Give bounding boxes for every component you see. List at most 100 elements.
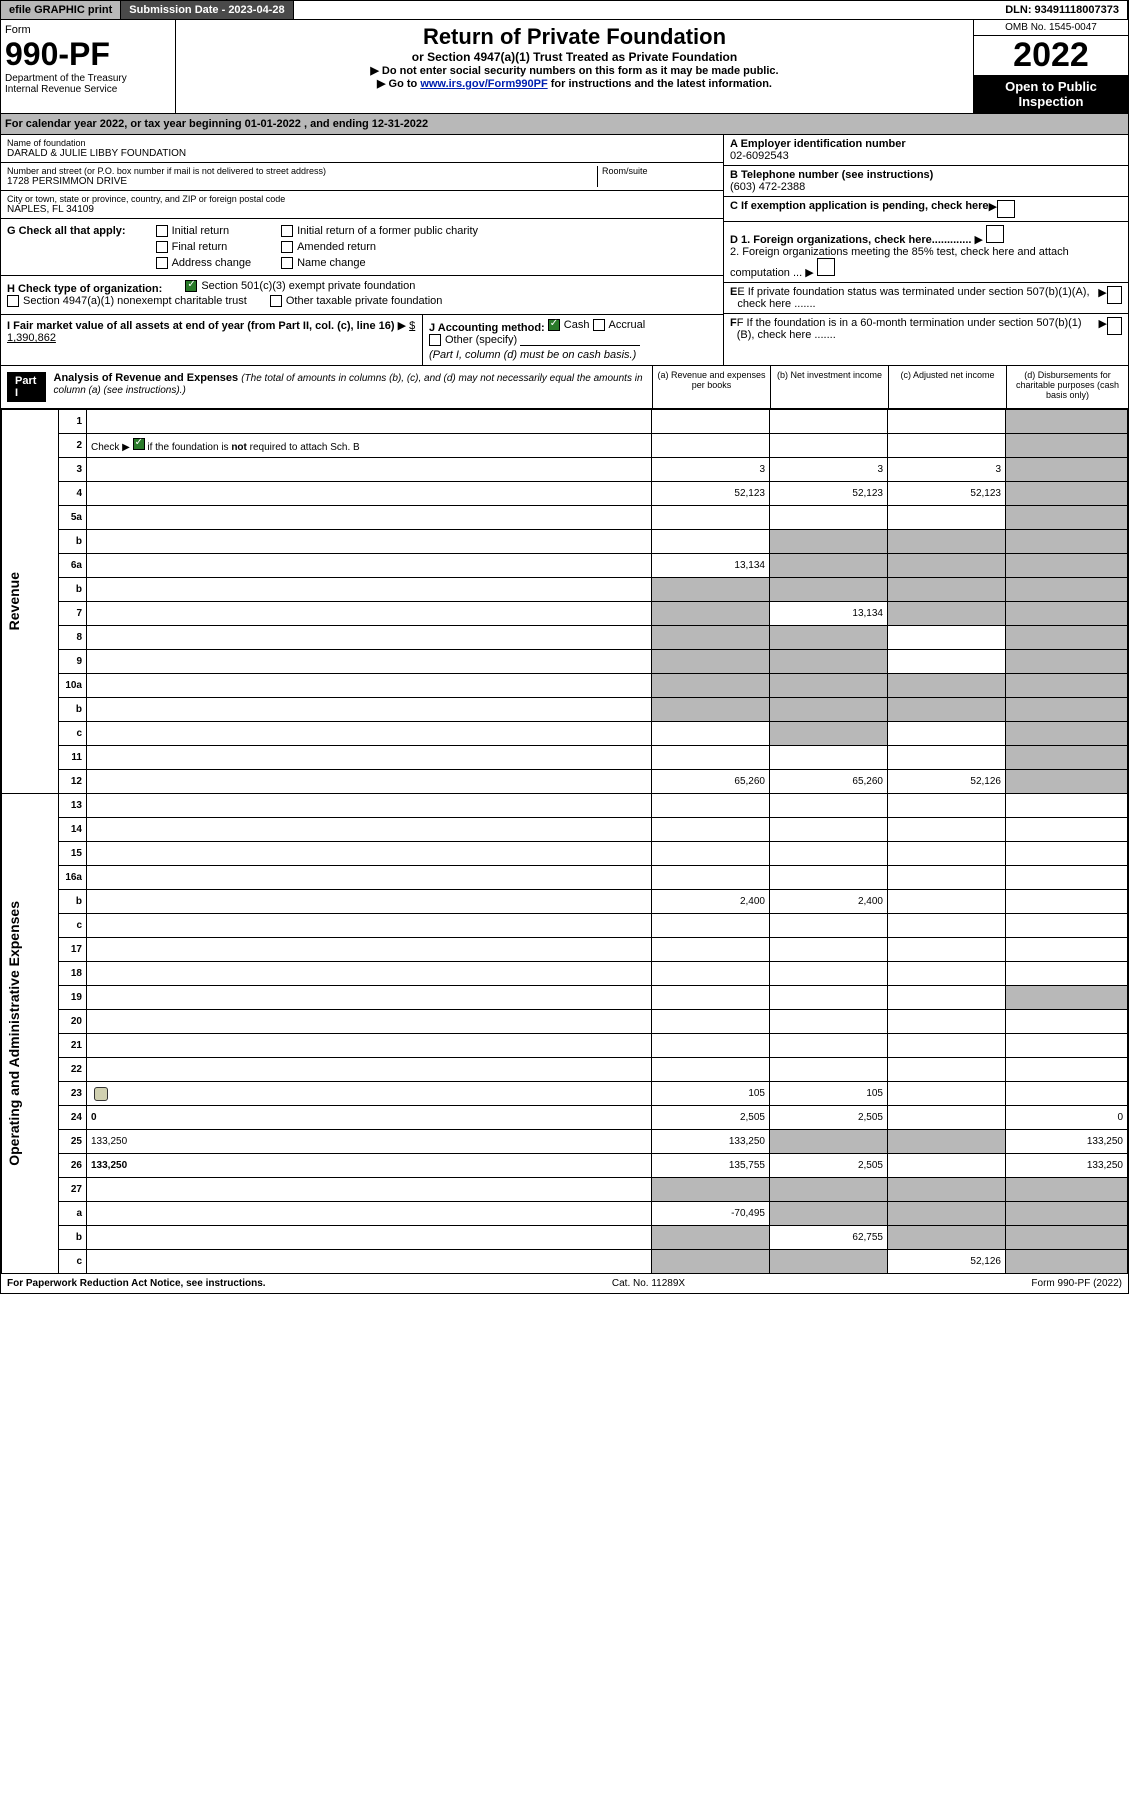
cell-value [1006,506,1128,530]
cell-value [888,1010,1006,1034]
cell-value [770,818,888,842]
line-description [87,1250,652,1274]
table-row: b2,4002,400 [2,890,1128,914]
line-number: 16a [59,866,87,890]
chk-cash[interactable]: Cash [548,319,590,331]
cell-value [770,746,888,770]
chk-4947[interactable]: Section 4947(a)(1) nonexempt charitable … [7,295,247,307]
line-description [87,770,652,794]
cell-value [888,626,1006,650]
form-title: Return of Private Foundation [180,24,969,50]
chk-other-taxable[interactable]: Other taxable private foundation [270,295,443,307]
tax-year: 2022 [974,36,1128,75]
identification-grid: Name of foundation DARALD & JULIE LIBBY … [1,135,1128,366]
chk-foreign-org[interactable] [986,225,1004,243]
cell-value [888,1106,1006,1130]
table-row: b [2,698,1128,722]
chk-address-change[interactable]: Address change [156,257,252,269]
cell-value: 3 [770,458,888,482]
title-box: Return of Private Foundation or Section … [176,20,973,113]
line-number: b [59,578,87,602]
cell-value [1006,482,1128,506]
efile-label[interactable]: efile GRAPHIC print [1,1,121,19]
cell-value [1006,866,1128,890]
cell-value: 3 [888,458,1006,482]
cell-value: 133,250 [652,1130,770,1154]
cell-value [888,890,1006,914]
cell-value [888,746,1006,770]
section-j: J Accounting method: Cash Accrual Other … [423,315,723,365]
cell-value [888,1202,1006,1226]
cell-value: 52,126 [888,1250,1006,1274]
cell-value [770,722,888,746]
line-number: c [59,1250,87,1274]
cell-value [888,530,1006,554]
part1-desc: Part I Analysis of Revenue and Expenses … [1,366,652,408]
submission-date: Submission Date - 2023-04-28 [121,1,293,19]
chk-initial-return[interactable]: Initial return [156,225,252,237]
cell-value [1006,962,1128,986]
cell-value [770,914,888,938]
cell-value [770,410,888,434]
cell-value [652,1178,770,1202]
table-row: c [2,722,1128,746]
ident-right: A Employer identification number 02-6092… [723,135,1128,365]
cell-value [770,506,888,530]
chk-exemption-pending[interactable] [997,200,1015,218]
chk-other-method[interactable]: Other (specify) [429,334,517,346]
table-row: 15 [2,842,1128,866]
chk-60month[interactable] [1107,317,1122,335]
city-cell: City or town, state or province, country… [1,191,723,219]
line-number: a [59,1202,87,1226]
ssn-warning: ▶ Do not enter social security numbers o… [180,64,969,77]
cell-value: 52,123 [770,482,888,506]
cell-value [652,1250,770,1274]
cell-value [888,506,1006,530]
chk-sch-b[interactable] [133,438,145,450]
cell-value [770,794,888,818]
line-number: 26 [59,1154,87,1178]
attachment-icon[interactable] [94,1087,108,1101]
chk-accrual[interactable]: Accrual [593,319,646,331]
line-description [87,866,652,890]
table-row: 26133,250135,7552,505133,250 [2,1154,1128,1178]
table-row: 10a [2,674,1128,698]
cell-value [770,698,888,722]
cell-value: 133,250 [1006,1130,1128,1154]
chk-initial-former[interactable]: Initial return of a former public charit… [281,225,478,237]
goto-instruction: ▶ Go to www.irs.gov/Form990PF for instru… [180,77,969,90]
cell-value [1006,794,1128,818]
cat-no: Cat. No. 11289X [612,1278,685,1289]
cell-value [1006,410,1128,434]
cell-value [888,698,1006,722]
chk-terminated[interactable] [1107,286,1122,304]
irs-link[interactable]: www.irs.gov/Form990PF [420,78,547,90]
chk-final-return[interactable]: Final return [156,241,252,253]
form-label: Form [5,24,171,36]
cell-value [1006,458,1128,482]
cell-value: 3 [652,458,770,482]
chk-85pct[interactable] [817,258,835,276]
omb-number: OMB No. 1545-0047 [974,20,1128,36]
section-i: I Fair market value of all assets at end… [1,315,423,365]
line-description: 0 [87,1106,652,1130]
line-number: 11 [59,746,87,770]
line-number: 5a [59,506,87,530]
chk-name-change[interactable]: Name change [281,257,478,269]
line-description [87,722,652,746]
e-cell: E E If private foundation status was ter… [724,283,1128,314]
line-number: 7 [59,602,87,626]
ein-cell: A Employer identification number 02-6092… [724,135,1128,166]
j-note: (Part I, column (d) must be on cash basi… [429,349,636,361]
line-number: b [59,890,87,914]
line-description: 133,250 [87,1130,652,1154]
chk-501c3[interactable]: Section 501(c)(3) exempt private foundat… [185,280,415,292]
cell-value: 0 [1006,1106,1128,1130]
line-description [87,626,652,650]
cell-value [1006,938,1128,962]
chk-amended[interactable]: Amended return [281,241,478,253]
cell-value [888,434,1006,458]
cell-value [652,866,770,890]
table-row: a-70,495 [2,1202,1128,1226]
cell-value [1006,914,1128,938]
